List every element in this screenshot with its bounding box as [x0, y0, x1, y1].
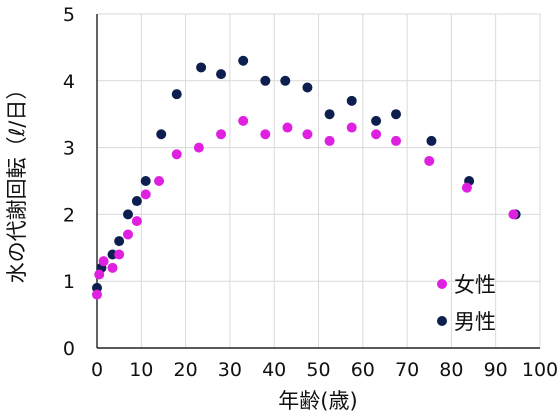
data-point — [260, 129, 271, 140]
data-point — [238, 115, 249, 126]
x-tick-label: 20 — [174, 359, 198, 381]
data-point — [280, 75, 291, 86]
data-point — [171, 149, 182, 160]
y-tick-label: 0 — [63, 338, 75, 360]
x-axis-label: 年齢(歳) — [278, 389, 357, 413]
legend-marker — [437, 316, 447, 326]
y-tick-label: 2 — [63, 204, 75, 226]
data-point — [94, 269, 105, 280]
data-point — [391, 109, 402, 120]
y-tick-label: 4 — [63, 71, 75, 93]
x-tick-label: 40 — [262, 359, 286, 381]
data-point — [424, 155, 435, 166]
legend-label: 女性 — [454, 273, 496, 297]
data-point — [98, 256, 109, 267]
y-tick-label: 1 — [63, 271, 75, 293]
data-point — [282, 122, 293, 133]
data-point — [302, 129, 313, 140]
data-point — [461, 182, 472, 193]
legend-label: 男性 — [454, 310, 496, 334]
data-point — [391, 135, 402, 146]
x-tick-label: 70 — [395, 359, 419, 381]
x-tick-label: 100 — [522, 359, 558, 381]
data-point — [92, 289, 102, 300]
x-tick-label: 60 — [351, 359, 375, 381]
data-point — [346, 122, 357, 133]
data-point — [114, 249, 125, 260]
data-point — [216, 69, 227, 80]
data-point — [123, 229, 134, 240]
x-tick-label: 80 — [439, 359, 463, 381]
data-point — [346, 95, 357, 106]
data-point — [193, 142, 204, 153]
x-tick-label: 50 — [306, 359, 330, 381]
x-tick-label: 0 — [91, 359, 103, 381]
data-point — [123, 209, 134, 220]
data-point — [171, 89, 182, 100]
data-point — [238, 55, 249, 66]
y-tick-label: 3 — [63, 138, 75, 160]
data-point — [371, 115, 382, 126]
data-point — [324, 135, 335, 146]
data-point — [508, 209, 519, 220]
data-point — [156, 129, 167, 140]
data-point — [154, 176, 165, 186]
x-tick-label: 30 — [218, 359, 242, 381]
data-point — [302, 82, 313, 93]
data-point — [114, 236, 125, 247]
data-point — [140, 189, 151, 200]
tick-labels: 0 10 20 30 40 50 60 70 80 90 100 0 1 2 3 4 5 — [63, 4, 558, 381]
data-point — [216, 129, 227, 140]
x-tick-label: 90 — [484, 359, 508, 381]
data-point — [196, 62, 207, 73]
data-point — [371, 129, 382, 140]
data-point — [260, 75, 271, 86]
x-tick-label: 10 — [129, 359, 153, 381]
data-point — [131, 196, 142, 207]
grid — [97, 13, 541, 348]
data-point — [426, 135, 437, 146]
data-point — [131, 216, 142, 227]
data-point — [324, 109, 335, 120]
data-point — [140, 176, 151, 186]
y-axis-label: 水の代謝回転（ℓ/日） — [5, 79, 29, 284]
y-tick-label: 5 — [63, 4, 75, 26]
data-points — [92, 55, 521, 300]
data-point — [107, 262, 118, 273]
legend-marker — [437, 279, 447, 289]
